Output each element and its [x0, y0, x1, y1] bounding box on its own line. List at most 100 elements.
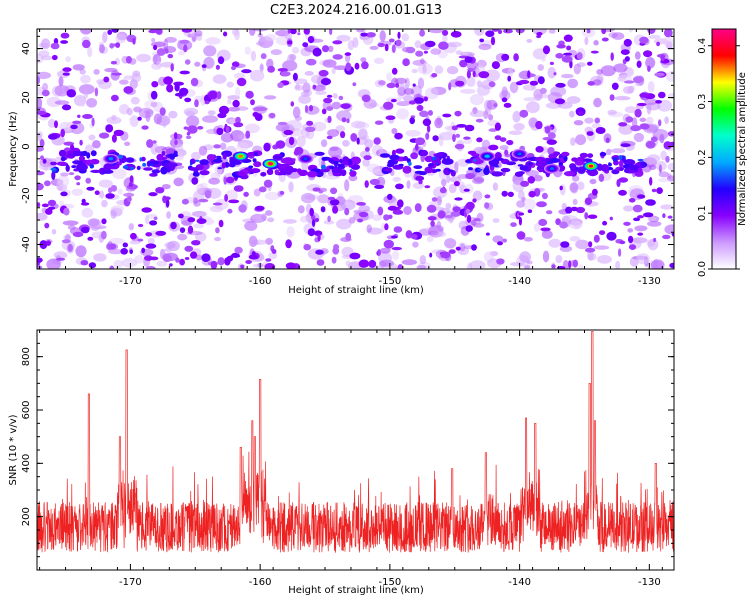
heatmap-cell	[50, 167, 57, 171]
heatmap-cell	[373, 137, 381, 145]
heatmap-cell	[519, 165, 529, 171]
heatmap-cell	[633, 217, 641, 222]
heatmap-cell	[123, 86, 134, 94]
heatmap-cell	[122, 242, 128, 248]
heatmap-cell	[394, 77, 407, 85]
heatmap-cell	[569, 163, 577, 170]
heatmap-cell	[126, 196, 132, 202]
heatmap-cell	[223, 176, 227, 185]
heatmap-cell	[181, 198, 189, 205]
heatmap-cell	[383, 239, 394, 249]
heatmap-cell	[57, 175, 70, 188]
heatmap-cell	[113, 129, 125, 137]
heatmap-cell	[156, 61, 162, 68]
heatmap-cell	[501, 53, 510, 61]
heatmap-cell	[327, 45, 334, 53]
heatmap-cell	[292, 106, 301, 119]
heatmap-cell	[56, 257, 66, 261]
heatmap-cell	[295, 83, 300, 90]
heatmap-cell	[468, 167, 473, 171]
snr-background	[37, 330, 674, 570]
heatmap-cell	[384, 43, 389, 52]
heatmap-cell	[445, 202, 452, 210]
heatmap-cell	[349, 252, 361, 260]
heatmap-cell	[392, 250, 399, 261]
heatmap-cell	[431, 73, 438, 78]
heatmap-cell	[611, 148, 626, 154]
heatmap-cell	[566, 96, 581, 104]
heatmap-cell	[320, 78, 332, 86]
heatmap-cell	[389, 154, 400, 160]
heatmap-cell	[403, 206, 412, 215]
heatmap-cell	[419, 110, 429, 118]
heatmap-cell	[425, 132, 430, 140]
heatmap-cell	[42, 158, 47, 164]
heatmap-cell	[639, 92, 650, 98]
heatmap-cell	[472, 177, 484, 185]
heatmap-cell	[317, 233, 321, 242]
heatmap-cell	[216, 127, 224, 136]
heatmap-cell	[228, 199, 240, 204]
heatmap-cell	[423, 96, 428, 102]
heatmap-cell	[245, 123, 260, 134]
heatmap-cell	[342, 156, 350, 164]
heatmap-cell	[503, 102, 512, 108]
heatmap-cell	[235, 116, 241, 124]
heatmap-cell	[156, 48, 166, 56]
heatmap-cell	[562, 260, 569, 269]
heatmap-cell	[194, 99, 199, 108]
heatmap-cell	[110, 60, 117, 65]
heatmap-cell	[119, 79, 129, 85]
heatmap-cell	[231, 65, 236, 71]
heatmap-cell	[660, 150, 667, 161]
heatmap-cell	[656, 41, 660, 47]
heatmap-cell	[412, 241, 419, 248]
heatmap-cell	[494, 152, 502, 160]
heatmap-cell	[222, 152, 227, 160]
heatmap-cell	[569, 110, 575, 118]
heatmap-cell	[213, 144, 221, 149]
heatmap-cell	[304, 71, 314, 76]
heatmap-cell	[129, 249, 133, 254]
heatmap-cell	[619, 240, 626, 245]
heatmap-cell	[491, 61, 500, 70]
heatmap-cell	[169, 263, 173, 267]
heatmap-cell	[225, 126, 230, 133]
heatmap-cell	[268, 112, 276, 119]
heatmap-cell	[250, 50, 257, 62]
heatmap-cell	[62, 220, 79, 226]
heatmap-cell	[633, 132, 645, 143]
heatmap-cell	[568, 220, 583, 230]
heatmap-cell	[452, 206, 461, 213]
heatmap-cell	[477, 168, 483, 171]
heatmap-cell	[667, 215, 673, 219]
heatmap-cell	[618, 75, 626, 82]
heatmap-cell	[609, 94, 615, 101]
heatmap-cell	[307, 228, 316, 237]
colorbar-ticks: 0.0 0.1 0.2 0.3 0.4	[697, 38, 740, 277]
heatmap-cell	[392, 209, 404, 215]
heatmap-cell	[111, 72, 122, 76]
heatmap-cell	[422, 118, 432, 127]
heatmap-cell	[78, 155, 85, 162]
heatmap-cell	[279, 190, 285, 195]
heatmap-cell	[226, 81, 234, 88]
heatmap-cell	[584, 117, 594, 124]
heatmap-cell	[60, 40, 68, 44]
heatmap-cell	[377, 42, 386, 48]
heatmap-cell	[374, 120, 384, 125]
heatmap-cell	[277, 82, 284, 89]
heatmap-cell	[538, 218, 548, 227]
heatmap-cell	[46, 96, 62, 108]
heatmap-cell	[443, 167, 451, 176]
heatmap-cell	[555, 218, 561, 226]
heatmap-cell	[658, 91, 666, 99]
heatmap-cell	[256, 41, 265, 46]
heatmap-cell	[250, 99, 255, 106]
heatmap-cell	[647, 154, 661, 163]
heatmap-cell	[128, 223, 134, 231]
heatmap-cell	[198, 198, 209, 203]
heatmap-cell	[377, 206, 384, 216]
heatmap-cell	[54, 84, 70, 97]
x-tick-label: -170	[119, 276, 142, 287]
